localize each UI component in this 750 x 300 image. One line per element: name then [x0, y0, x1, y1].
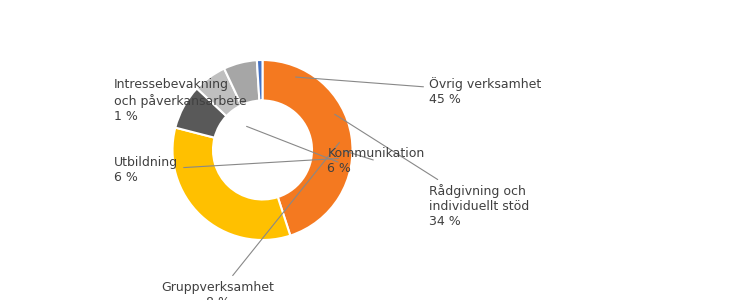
Text: Intressebevakning
och påverkansarbete
1 %: Intressebevakning och påverkansarbete 1 … [114, 78, 338, 162]
Text: Utbildning
6 %: Utbildning 6 % [114, 156, 338, 184]
Text: Övrig verksamhet
45 %: Övrig verksamhet 45 % [296, 77, 542, 106]
Wedge shape [176, 88, 226, 138]
Text: Gruppverksamhet
8 %: Gruppverksamhet 8 % [161, 142, 339, 300]
Text: Rådgivning och
individuellt stöd
34 %: Rådgivning och individuellt stöd 34 % [334, 114, 530, 228]
Wedge shape [224, 60, 260, 105]
Wedge shape [256, 60, 262, 100]
Text: Kommunikation
6 %: Kommunikation 6 % [327, 147, 424, 175]
Wedge shape [197, 69, 242, 116]
Wedge shape [262, 60, 352, 236]
Wedge shape [172, 128, 290, 240]
